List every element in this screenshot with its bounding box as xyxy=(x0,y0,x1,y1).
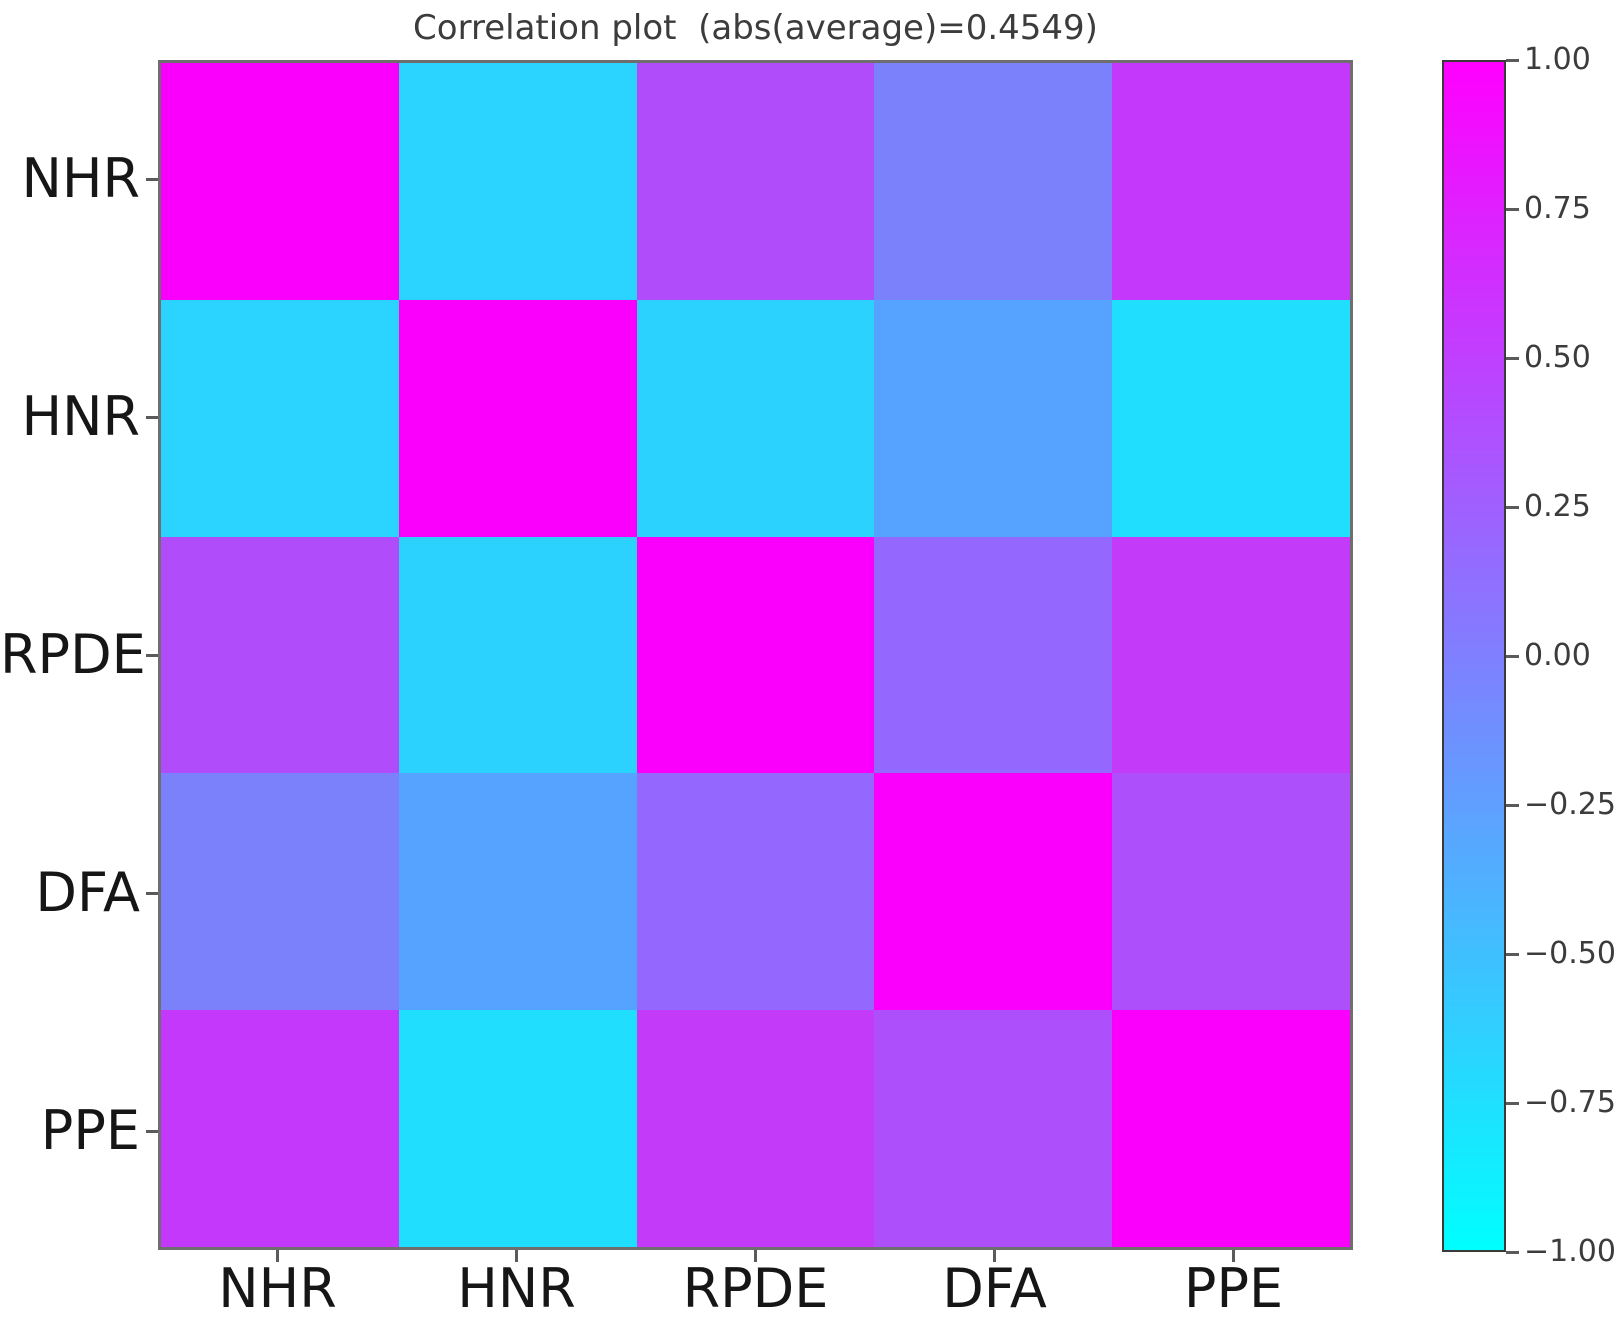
heatmap-cell-NHR-PPE xyxy=(1112,63,1350,300)
heatmap-cell-PPE-PPE xyxy=(1112,1010,1350,1247)
heatmap-cell-DFA-PPE xyxy=(1112,773,1350,1011)
heatmap-cell-PPE-HNR xyxy=(398,1010,637,1247)
x-tick-mark xyxy=(1232,1250,1235,1262)
heatmap-cell-HNR-HNR xyxy=(398,299,637,537)
heatmap-cell-PPE-RPDE xyxy=(636,1010,875,1247)
y-tick-mark xyxy=(146,416,158,419)
colorbar-tick-mark xyxy=(1506,506,1519,509)
colorbar-tick-label: 1.00 xyxy=(1524,42,1591,77)
heatmap-cell-NHR-DFA xyxy=(874,63,1113,300)
colorbar-tick-label: 0.75 xyxy=(1524,191,1591,226)
colorbar-tick-mark xyxy=(1506,804,1519,807)
heatmap-grid xyxy=(161,63,1350,1247)
colorbar-tick-label: 0.50 xyxy=(1524,340,1591,375)
heatmap-cell-DFA-NHR xyxy=(161,773,399,1011)
colorbar xyxy=(1442,60,1506,1252)
colorbar-tick-mark xyxy=(1506,655,1519,658)
y-tick-label-PPE: PPE xyxy=(40,1099,140,1162)
colorbar-tick-label: 0.00 xyxy=(1524,638,1591,673)
colorbar-tick-label: 0.25 xyxy=(1524,489,1591,524)
colorbar-gradient xyxy=(1444,62,1504,1250)
heatmap-cell-HNR-DFA xyxy=(874,299,1113,537)
x-tick-mark xyxy=(276,1250,279,1262)
heatmap-cell-DFA-RPDE xyxy=(636,773,875,1011)
y-tick-mark xyxy=(146,1130,158,1133)
heatmap-cell-NHR-RPDE xyxy=(636,63,875,300)
heatmap-cell-RPDE-DFA xyxy=(874,536,1113,774)
colorbar-tick-mark xyxy=(1506,208,1519,211)
x-tick-label-DFA: DFA xyxy=(942,1257,1047,1320)
heatmap-cell-HNR-NHR xyxy=(161,299,399,537)
colorbar-tick-mark xyxy=(1506,953,1519,956)
y-tick-label-RPDE: RPDE xyxy=(0,623,146,686)
x-tick-label-HNR: HNR xyxy=(457,1257,576,1320)
x-tick-label-RPDE: RPDE xyxy=(682,1257,829,1320)
x-tick-mark xyxy=(754,1250,757,1262)
y-tick-mark xyxy=(146,892,158,895)
colorbar-tick-label: −1.00 xyxy=(1524,1234,1616,1269)
x-tick-mark xyxy=(515,1250,518,1262)
heatmap-cell-HNR-RPDE xyxy=(636,299,875,537)
heatmap-cell-HNR-PPE xyxy=(1112,299,1350,537)
heatmap-cell-DFA-DFA xyxy=(874,773,1113,1011)
heatmap-cell-NHR-HNR xyxy=(398,63,637,300)
heatmap-cell-DFA-HNR xyxy=(398,773,637,1011)
y-tick-label-NHR: NHR xyxy=(21,147,140,210)
heatmap-cell-RPDE-RPDE xyxy=(636,536,875,774)
x-tick-mark xyxy=(993,1250,996,1262)
heatmap-cell-PPE-DFA xyxy=(874,1010,1113,1247)
colorbar-tick-mark xyxy=(1506,1251,1519,1254)
heatmap-plot xyxy=(158,60,1353,1250)
heatmap-cell-PPE-NHR xyxy=(161,1010,399,1247)
heatmap-cell-NHR-NHR xyxy=(161,63,399,300)
chart-title: Correlation plot (abs(average)=0.4549) xyxy=(413,8,1098,48)
y-tick-mark xyxy=(146,654,158,657)
colorbar-tick-mark xyxy=(1506,1102,1519,1105)
y-tick-label-HNR: HNR xyxy=(21,385,140,448)
x-tick-label-PPE: PPE xyxy=(1183,1257,1284,1320)
y-tick-label-DFA: DFA xyxy=(35,861,140,924)
colorbar-tick-label: −0.75 xyxy=(1524,1085,1616,1120)
colorbar-tick-mark xyxy=(1506,59,1519,62)
heatmap-cell-RPDE-NHR xyxy=(161,536,399,774)
heatmap-cell-RPDE-HNR xyxy=(398,536,637,774)
colorbar-tick-mark xyxy=(1506,357,1519,360)
y-tick-mark xyxy=(146,178,158,181)
x-tick-label-NHR: NHR xyxy=(218,1257,337,1320)
colorbar-tick-label: −0.25 xyxy=(1524,787,1616,822)
heatmap-cell-RPDE-PPE xyxy=(1112,536,1350,774)
colorbar-tick-label: −0.50 xyxy=(1524,936,1616,971)
